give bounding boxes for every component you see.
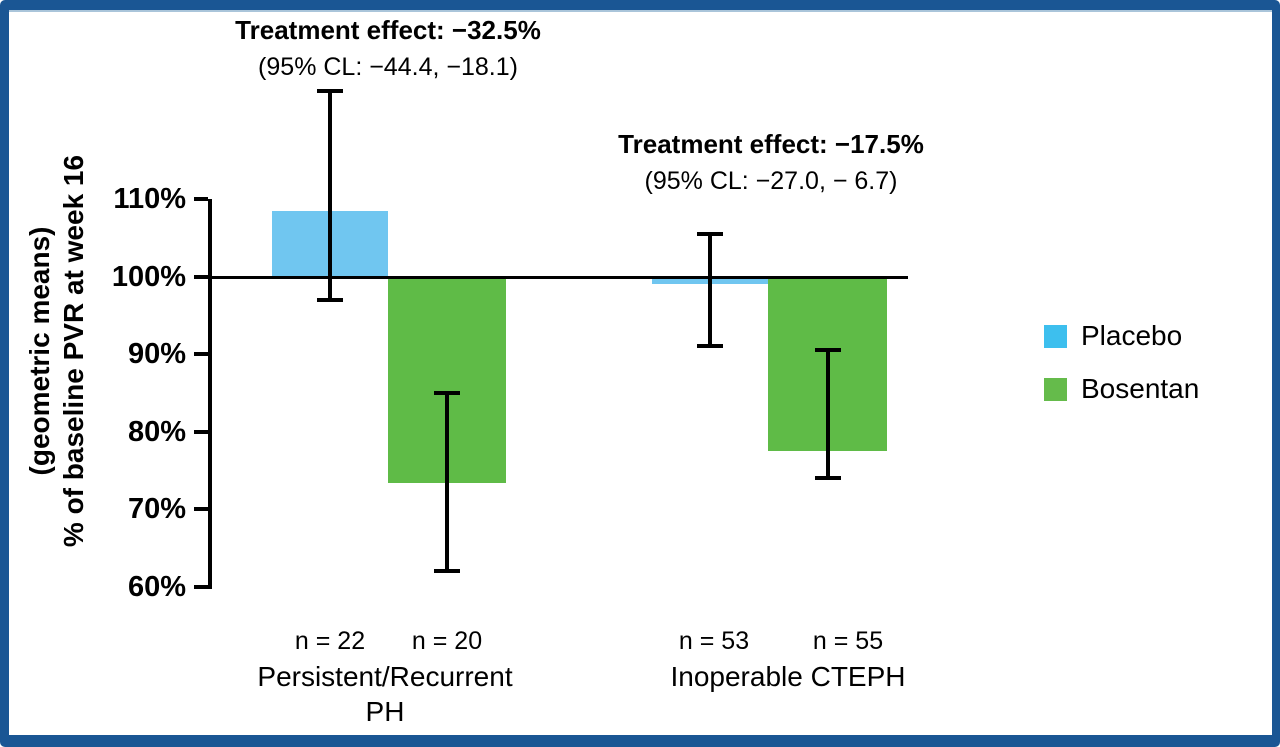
- y-axis-tick: [194, 584, 208, 589]
- y-axis-tick: [194, 429, 208, 434]
- treatment-effect-text: Treatment effect: −32.5%: [235, 15, 541, 45]
- treatment-effect-annotation: Treatment effect: −17.5% (95% CL: −27.0, …: [618, 126, 924, 199]
- y-axis-line: [208, 199, 212, 589]
- y-axis-tick-label: 90%: [127, 338, 186, 370]
- legend-swatch-bosentan: [1044, 377, 1067, 401]
- group-label-line: Persistent/Recurrent: [257, 661, 513, 692]
- error-bar-line: [328, 90, 332, 300]
- error-bar-cap-bottom: [814, 476, 841, 480]
- confidence-interval-text: (95% CL: −44.4, −18.1): [258, 53, 518, 81]
- sample-size-label: n = 20: [411, 627, 483, 655]
- sample-size-label: n = 22: [294, 627, 366, 655]
- error-bar-cap-bottom: [317, 297, 343, 302]
- y-axis-tick: [194, 507, 208, 511]
- legend-item-placebo: Placebo: [1044, 322, 1199, 350]
- legend-swatch-placebo: [1044, 324, 1067, 348]
- error-bar-line: [708, 233, 712, 347]
- error-bar-line: [825, 350, 830, 478]
- y-axis-title-line1: (geometric means): [24, 226, 55, 476]
- sample-size-label: n = 55: [812, 627, 884, 655]
- y-axis-tick-label: 70%: [127, 493, 186, 525]
- sample-size-label: n = 53: [678, 627, 750, 655]
- error-bar-cap-top: [697, 231, 723, 236]
- y-axis-tick: [194, 352, 208, 356]
- legend-label: Bosentan: [1081, 373, 1200, 404]
- group-label-line: PH: [365, 696, 405, 727]
- error-bar-cap-bottom: [697, 344, 723, 349]
- error-bar-cap-top: [434, 390, 460, 395]
- error-bar-cap-top: [317, 88, 343, 93]
- baseline-100pct: [208, 275, 908, 279]
- x-axis-group-label: Inoperable CTEPH: [670, 659, 905, 694]
- y-axis-tick-label: 60%: [127, 570, 186, 603]
- legend-item-bosentan: Bosentan: [1044, 375, 1199, 403]
- treatment-effect-text: Treatment effect: −17.5%: [618, 129, 924, 159]
- y-axis-tick: [194, 274, 208, 279]
- y-axis-tick-label: 100%: [111, 260, 186, 293]
- x-axis-group-label: Persistent/Recurrent PH: [257, 659, 512, 729]
- group-label-line: Inoperable CTEPH: [670, 661, 906, 692]
- error-bar-line: [445, 392, 449, 571]
- error-bar-cap-bottom: [434, 569, 460, 573]
- legend: Placebo Bosentan: [1044, 322, 1199, 428]
- treatment-effect-annotation: Treatment effect: −32.5% (95% CL: −44.4, …: [235, 12, 541, 85]
- confidence-interval-text: (95% CL: −27.0, − 6.7): [644, 167, 898, 195]
- y-axis-tick: [194, 197, 208, 201]
- y-axis-tick-label: 110%: [113, 183, 186, 215]
- legend-label: Placebo: [1081, 320, 1183, 351]
- error-bar-cap-top: [814, 348, 841, 353]
- y-axis-tick-label: 80%: [127, 415, 186, 448]
